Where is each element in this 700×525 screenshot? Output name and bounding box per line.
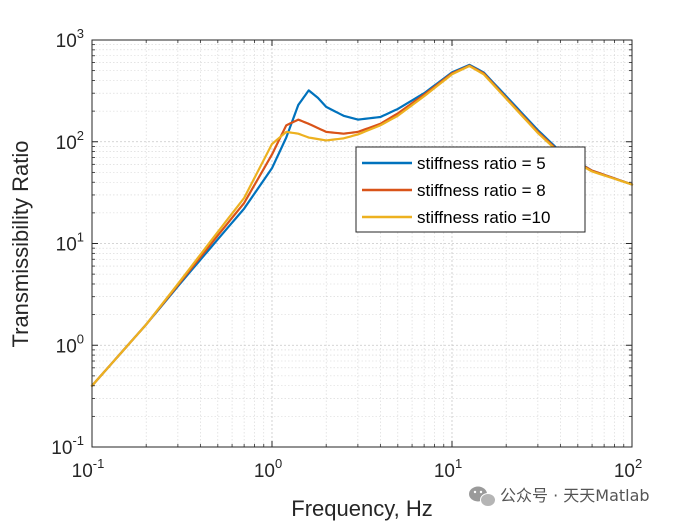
axis-ticks [91,39,633,448]
series-line-3 [90,64,634,387]
legend-label-3: stiffness ratio =10 [417,208,550,227]
y-axis-label: Transmissibility Ratio [8,140,33,347]
series-lines [90,63,634,387]
legend-label-1: stiffness ratio = 5 [417,154,546,173]
legend-entry-2: stiffness ratio = 8 [362,181,546,200]
x-axis-label: Frequency, Hz [291,496,432,521]
x-tick-label-3: 102 [614,456,642,482]
legend-label-2: stiffness ratio = 8 [417,181,546,200]
y-tick-label-2: 101 [56,230,84,256]
watermark: 公众号 · 天天Matlab [469,486,650,507]
legend-entry-3: stiffness ratio =10 [362,208,550,227]
watermark-text: 公众号 · 天天Matlab [500,486,650,505]
legend: stiffness ratio = 5 stiffness ratio = 8 … [355,146,586,233]
legend-entry-1: stiffness ratio = 5 [362,154,546,173]
series-line-1 [90,63,634,387]
wechat-icon [469,486,496,507]
major-grid [92,40,632,447]
